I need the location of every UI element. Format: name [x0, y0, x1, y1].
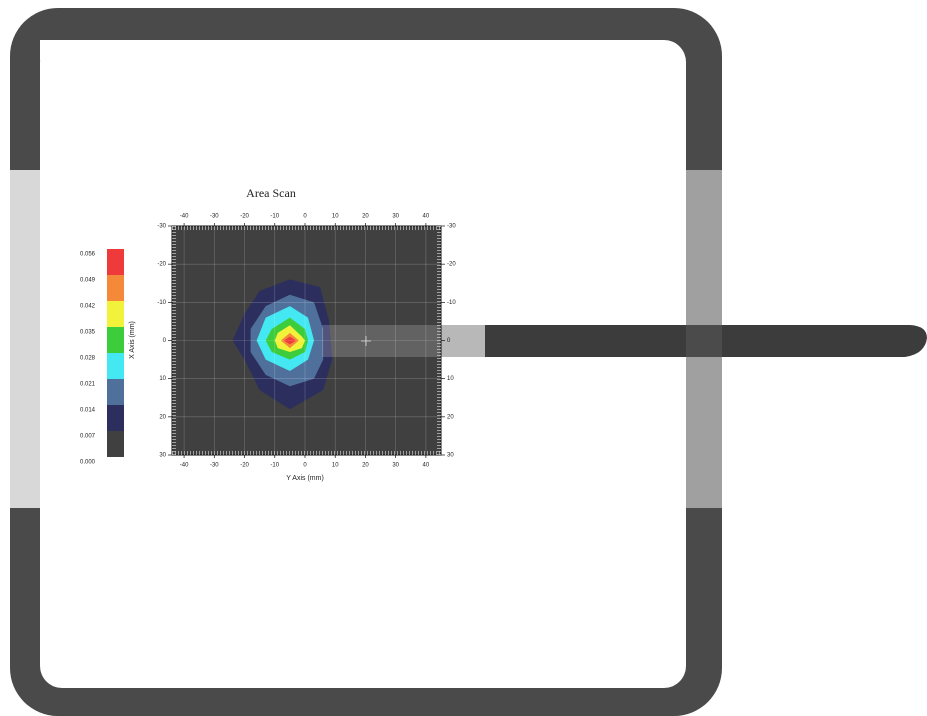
y-tick-label: 30: [447, 453, 454, 459]
y-tick-label: -30: [157, 224, 166, 230]
colorbar-tick-label: 0.028: [80, 356, 96, 362]
x-tick-label: 0: [303, 463, 307, 469]
colorbar-band: [107, 431, 124, 457]
y-tick-label: 20: [159, 414, 166, 420]
x-tick-label: -10: [270, 463, 279, 469]
colorbar-tick-label: 0.056: [80, 252, 96, 258]
colorbar-tick-label: 0.049: [80, 278, 96, 284]
chart-title: Area Scan: [246, 186, 296, 200]
colorbar-tick-label: 0.007: [80, 434, 96, 440]
x-tick-label: 20: [362, 214, 369, 220]
x-tick-label: 10: [332, 463, 339, 469]
colorbar-band: [107, 327, 124, 353]
y-tick-label: 0: [447, 338, 451, 344]
x-tick-label: -10: [270, 214, 279, 220]
colorbar-tick-label: 0.014: [80, 408, 96, 414]
colorbar-band: [107, 353, 124, 379]
y-tick-label: 30: [159, 453, 166, 459]
x-tick-label: 30: [392, 463, 399, 469]
colorbar-tick-label: 0.000: [80, 460, 96, 466]
rod-shadow: [686, 325, 722, 357]
colorbar-tick-label: 0.035: [80, 330, 96, 336]
x-tick-label: 20: [362, 463, 369, 469]
rod-light: [441, 325, 485, 357]
y-axis-label: X Axis (mm): [129, 321, 136, 359]
colorbar-band: [107, 301, 124, 327]
y-tick-label: -30: [447, 224, 456, 230]
x-axis-label: Y Axis (mm): [286, 475, 324, 482]
x-tick-label: 40: [423, 463, 430, 469]
x-tick-label: 10: [332, 214, 339, 220]
colorbar-tick-label: 0.042: [80, 304, 96, 310]
y-tick-label: 20: [447, 414, 454, 420]
crosshair: [361, 336, 371, 346]
colorbar-tick-label: 0.021: [80, 382, 96, 388]
x-tick-label: -20: [240, 463, 249, 469]
y-tick-label: 10: [447, 376, 454, 382]
rod-overlay: [322, 325, 441, 357]
x-tick-label: -20: [240, 214, 249, 220]
colorbar-band: [107, 275, 124, 301]
x-tick-label: -40: [180, 214, 189, 220]
x-tick-label: 0: [303, 214, 307, 220]
y-tick-label: -10: [447, 300, 456, 306]
x-tick-label: -40: [180, 463, 189, 469]
colorbar-band: [107, 249, 124, 275]
x-tick-label: -30: [210, 214, 219, 220]
y-tick-label: -20: [157, 262, 166, 268]
x-tick-label: 30: [392, 214, 399, 220]
frame-notch: [40, 40, 78, 60]
y-tick-label: -10: [157, 300, 166, 306]
y-tick-label: 0: [163, 338, 167, 344]
x-tick-label: -30: [210, 463, 219, 469]
colorbar-band: [107, 379, 124, 405]
colorbar-band: [107, 405, 124, 431]
x-tick-label: 40: [423, 214, 430, 220]
side-strip: [10, 170, 40, 508]
contour-region: [283, 336, 296, 345]
y-tick-label: 10: [159, 376, 166, 382]
y-tick-label: -20: [447, 262, 456, 268]
